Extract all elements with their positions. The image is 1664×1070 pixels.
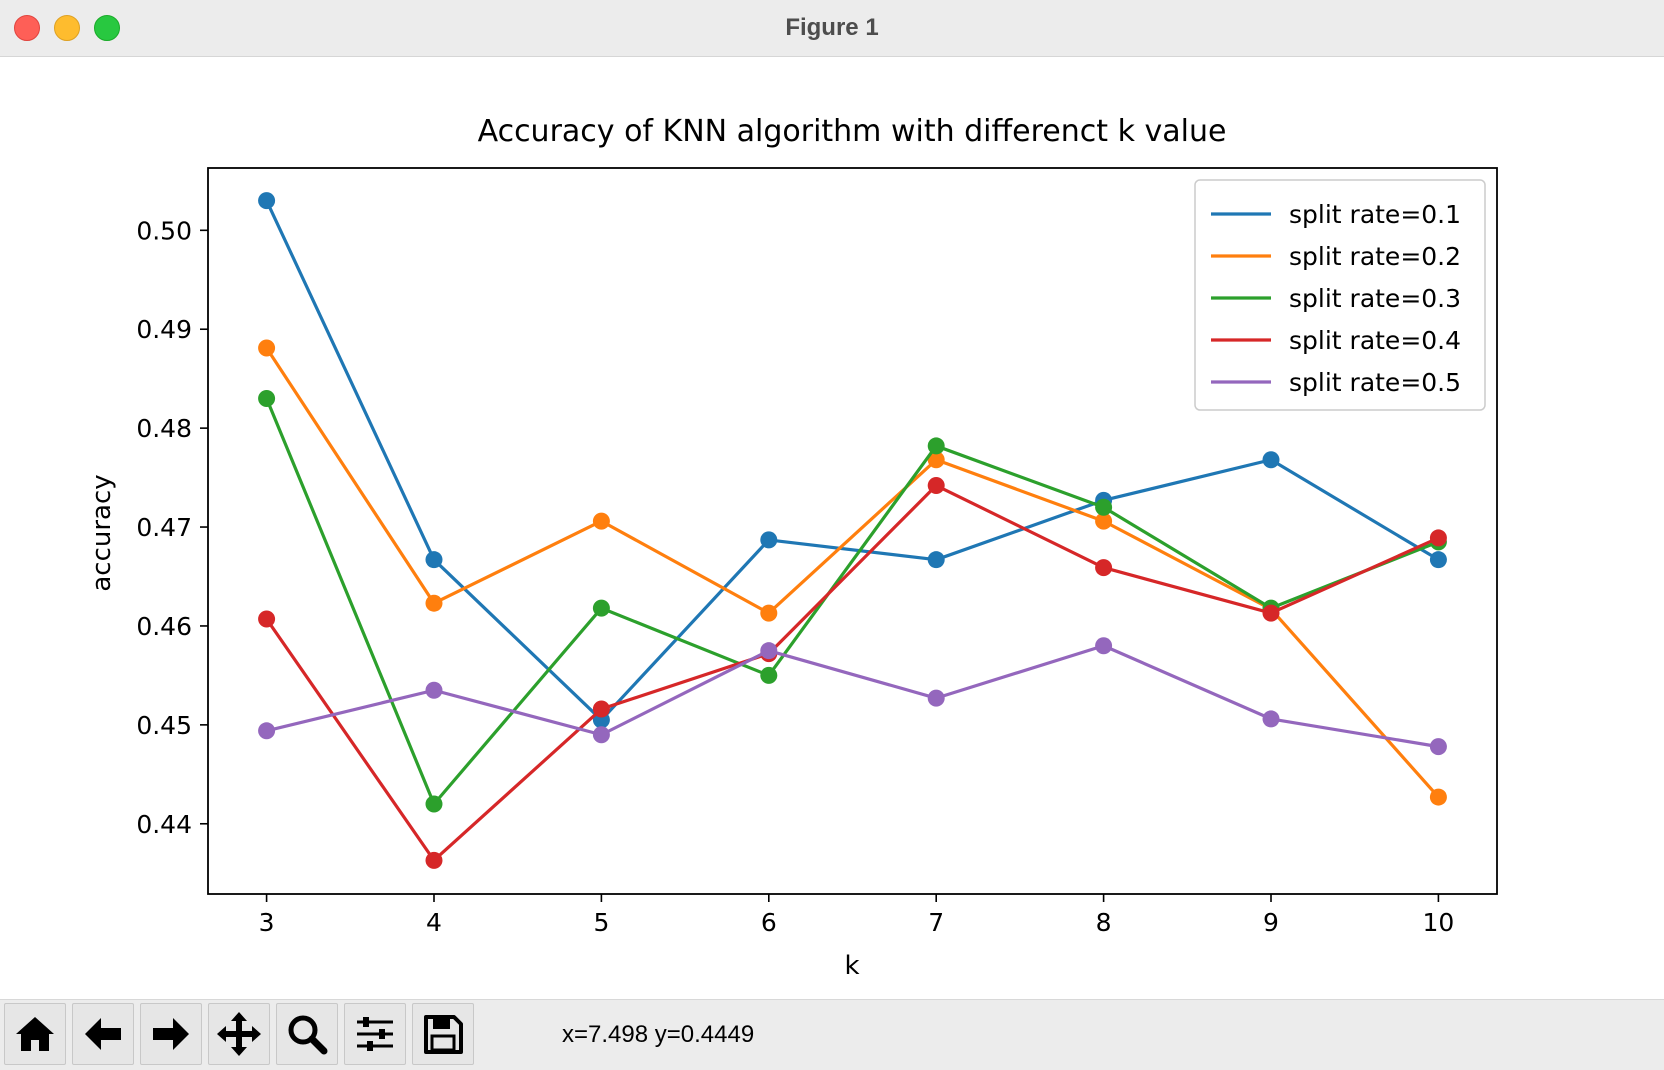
series-4 bbox=[258, 477, 1447, 869]
data-point bbox=[592, 512, 610, 530]
data-point bbox=[760, 604, 778, 622]
data-point bbox=[258, 192, 276, 210]
x-tick-label: 4 bbox=[426, 908, 442, 937]
arrow-right-icon bbox=[153, 1018, 189, 1050]
zoom-button[interactable] bbox=[276, 1003, 338, 1065]
y-axis: 0.44 0.45 0.46 0.47 0.48 0.49 0.50 bbox=[136, 216, 208, 839]
y-tick-label: 0.48 bbox=[136, 414, 192, 443]
configure-subplots-button[interactable] bbox=[344, 1003, 406, 1065]
move-icon bbox=[217, 1012, 261, 1056]
legend-box bbox=[1194, 179, 1486, 411]
y-tick-label: 0.44 bbox=[136, 810, 192, 839]
cursor-coordinates: x=7.498 y=0.4449 bbox=[562, 1021, 755, 1048]
data-point bbox=[1262, 451, 1280, 469]
data-point bbox=[927, 689, 945, 707]
data-point bbox=[1095, 498, 1113, 516]
window-title: Figure 1 bbox=[785, 14, 879, 41]
magnifier-icon bbox=[288, 1015, 328, 1055]
series-line bbox=[265, 347, 1440, 799]
legend-label: split rate=0.5 bbox=[1289, 368, 1461, 397]
home-icon bbox=[16, 1017, 54, 1051]
data-point bbox=[760, 642, 778, 660]
y-axis-label: accuracy bbox=[87, 474, 117, 591]
data-point bbox=[592, 599, 610, 617]
data-point bbox=[258, 339, 276, 357]
y-tick-label: 0.49 bbox=[136, 315, 192, 344]
y-tick-label: 0.47 bbox=[136, 513, 192, 542]
data-point bbox=[425, 795, 443, 813]
figure-canvas[interactable]: Accuracy of KNN algorithm with differenc… bbox=[0, 57, 1664, 999]
legend: split rate=0.1 split rate=0.2 split rate=0… bbox=[1194, 179, 1486, 411]
series-line bbox=[265, 199, 1440, 722]
data-point bbox=[1429, 788, 1447, 806]
data-point bbox=[927, 451, 945, 469]
x-tick-label: 7 bbox=[928, 908, 944, 937]
legend-label: split rate=0.4 bbox=[1289, 326, 1461, 355]
data-point bbox=[425, 681, 443, 699]
data-point bbox=[425, 851, 443, 869]
legend-label: split rate=0.1 bbox=[1289, 200, 1461, 229]
data-point bbox=[1429, 738, 1447, 756]
data-point bbox=[1095, 512, 1113, 530]
x-axis: 3 4 5 6 7 8 9 10 bbox=[259, 894, 1455, 937]
home-button[interactable] bbox=[4, 1003, 66, 1065]
series-1 bbox=[258, 192, 1447, 729]
x-tick-label: 6 bbox=[761, 908, 777, 937]
data-point bbox=[1429, 551, 1447, 569]
series-5 bbox=[258, 637, 1447, 756]
maximize-window-button[interactable] bbox=[94, 15, 120, 41]
chart-title: Accuracy of KNN algorithm with differenc… bbox=[478, 114, 1227, 149]
y-tick-label: 0.45 bbox=[136, 711, 192, 740]
data-point bbox=[760, 531, 778, 549]
pan-button[interactable] bbox=[208, 1003, 270, 1065]
close-window-button[interactable] bbox=[14, 15, 40, 41]
arrow-left-icon bbox=[85, 1018, 121, 1050]
title-bar: Figure 1 bbox=[0, 0, 1664, 57]
x-tick-label: 3 bbox=[259, 908, 275, 937]
data-point bbox=[1429, 529, 1447, 547]
series-line bbox=[265, 483, 1440, 862]
data-point bbox=[258, 389, 276, 407]
x-tick-label: 8 bbox=[1096, 908, 1112, 937]
y-tick-label: 0.50 bbox=[136, 216, 192, 245]
floppy-disk-icon bbox=[424, 1015, 463, 1054]
series-2 bbox=[258, 339, 1447, 806]
data-point bbox=[258, 610, 276, 628]
series-line bbox=[266, 644, 1439, 749]
series-line bbox=[265, 397, 1439, 806]
data-point bbox=[927, 437, 945, 455]
data-point bbox=[927, 551, 945, 569]
back-button[interactable] bbox=[72, 1003, 134, 1065]
save-button[interactable] bbox=[412, 1003, 474, 1065]
x-tick-label: 10 bbox=[1423, 908, 1455, 937]
forward-button[interactable] bbox=[140, 1003, 202, 1065]
data-point bbox=[258, 722, 276, 740]
data-point bbox=[760, 666, 778, 684]
x-tick-label: 9 bbox=[1263, 908, 1279, 937]
data-point bbox=[592, 700, 610, 718]
data-point bbox=[425, 594, 443, 612]
legend-label: split rate=0.2 bbox=[1289, 242, 1461, 271]
data-point bbox=[425, 551, 443, 569]
data-point bbox=[1095, 559, 1113, 577]
data-point bbox=[1262, 710, 1280, 728]
chart: Accuracy of KNN algorithm with differenc… bbox=[87, 114, 1498, 981]
navigation-toolbar: x=7.498 y=0.4449 bbox=[0, 999, 1664, 1070]
minimize-window-button[interactable] bbox=[54, 15, 80, 41]
x-tick-label: 5 bbox=[593, 908, 609, 937]
sliders-icon bbox=[357, 1017, 393, 1051]
x-axis-label: k bbox=[844, 951, 859, 981]
data-point bbox=[592, 726, 610, 744]
data-point bbox=[927, 477, 945, 495]
legend-label: split rate=0.3 bbox=[1289, 284, 1461, 313]
series-layer bbox=[258, 192, 1447, 869]
data-point bbox=[1095, 637, 1113, 655]
data-point bbox=[1262, 604, 1280, 622]
y-tick-label: 0.46 bbox=[136, 612, 192, 641]
